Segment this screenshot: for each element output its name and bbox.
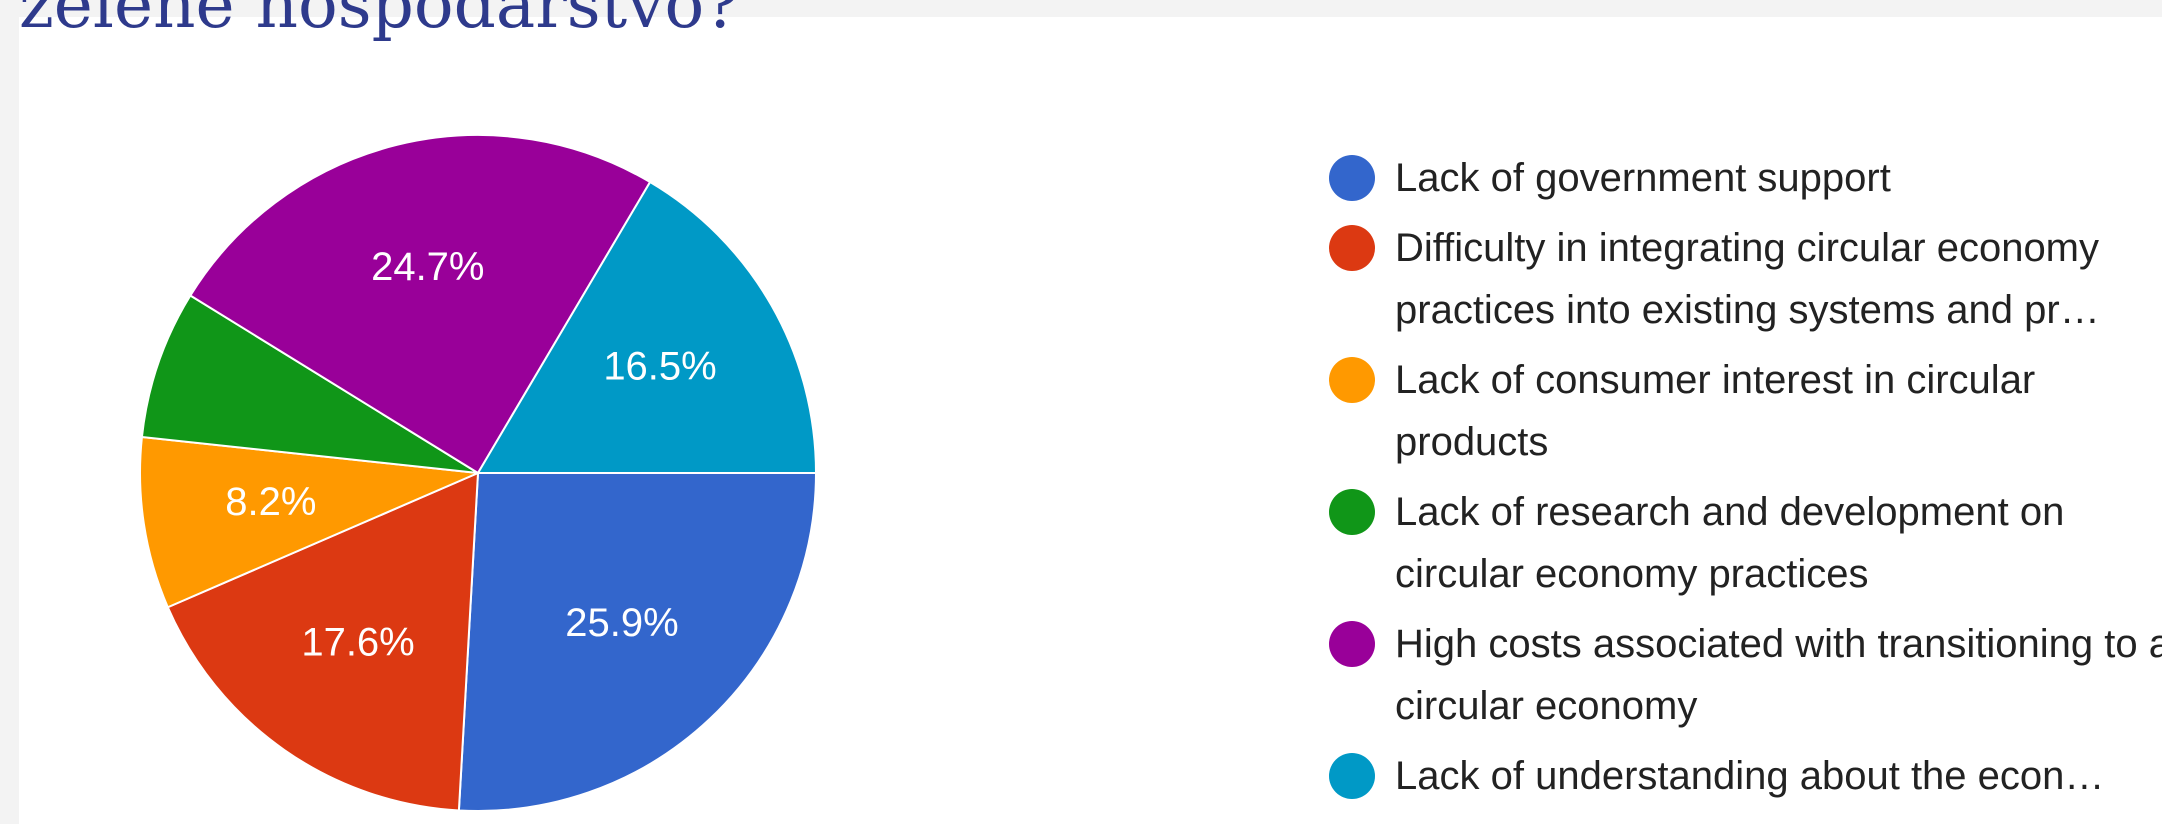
pie-slice xyxy=(476,180,818,474)
pie-slice xyxy=(457,472,818,812)
legend-item: Difficulty in integrating circular econo… xyxy=(1329,217,2162,341)
slice-label: 24.7% xyxy=(371,245,484,289)
pie-slice xyxy=(139,435,482,609)
chart: 25.9% 17.6% 8.2% 24.7% 16.5% xyxy=(139,134,818,812)
legend-item: Lack of consumer interest in circular pr… xyxy=(1329,349,2162,473)
slice-label: 8.2% xyxy=(225,480,316,524)
legend-label: Lack of consumer interest in circular pr… xyxy=(1395,358,2036,464)
slice-label: 16.5% xyxy=(603,345,716,389)
legend-item: Lack of understanding about the econ… xyxy=(1329,745,2162,807)
legend-swatch xyxy=(1329,621,1375,667)
legend-swatch xyxy=(1329,357,1375,403)
legend-label: Lack of understanding about the econ… xyxy=(1395,754,2105,798)
legend-label: High costs associated with transitioning… xyxy=(1395,622,2162,728)
card: 25.9% 17.6% 8.2% 24.7% 16.5% Lack of governm… xyxy=(19,17,2162,824)
pie-slice xyxy=(166,471,480,812)
pie-slice xyxy=(140,294,479,474)
legend-item: Lack of government support xyxy=(1329,147,2162,209)
slice-label: 25.9% xyxy=(565,601,678,645)
chart-title: zelené hospodárstvo? xyxy=(19,0,740,43)
legend-swatch xyxy=(1329,489,1375,535)
legend-swatch xyxy=(1329,753,1375,799)
legend-label: Lack of research and development on circ… xyxy=(1395,490,2065,596)
legend-swatch xyxy=(1329,155,1375,201)
legend-item: Lack of research and development on circ… xyxy=(1329,481,2162,605)
legend-label: Difficulty in integrating circular econo… xyxy=(1395,226,2100,332)
legend-label: Lack of government support xyxy=(1395,156,1891,200)
legend: Lack of government support Difficulty in … xyxy=(1329,147,2162,815)
legend-swatch xyxy=(1329,225,1375,271)
slice-label: 17.6% xyxy=(301,620,414,664)
legend-item: High costs associated with transitioning… xyxy=(1329,613,2162,737)
pie-slice xyxy=(188,134,652,475)
